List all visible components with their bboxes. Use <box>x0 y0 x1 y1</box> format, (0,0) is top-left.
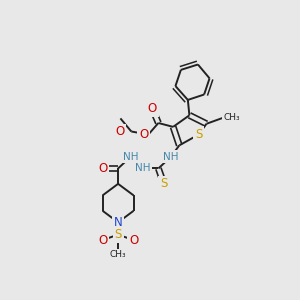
Text: S: S <box>114 228 122 241</box>
Text: O: O <box>139 128 148 141</box>
Text: S: S <box>160 177 167 190</box>
Text: NH: NH <box>163 152 178 162</box>
Text: O: O <box>129 233 138 247</box>
Text: NH: NH <box>135 164 151 173</box>
Text: N: N <box>114 216 122 229</box>
Text: O: O <box>116 125 125 138</box>
Text: CH₃: CH₃ <box>110 250 126 259</box>
Text: NH: NH <box>123 152 138 162</box>
Text: S: S <box>195 128 202 141</box>
Text: O: O <box>98 162 107 175</box>
Text: O: O <box>148 102 157 115</box>
Text: O: O <box>98 233 107 247</box>
Text: CH₃: CH₃ <box>224 113 240 122</box>
